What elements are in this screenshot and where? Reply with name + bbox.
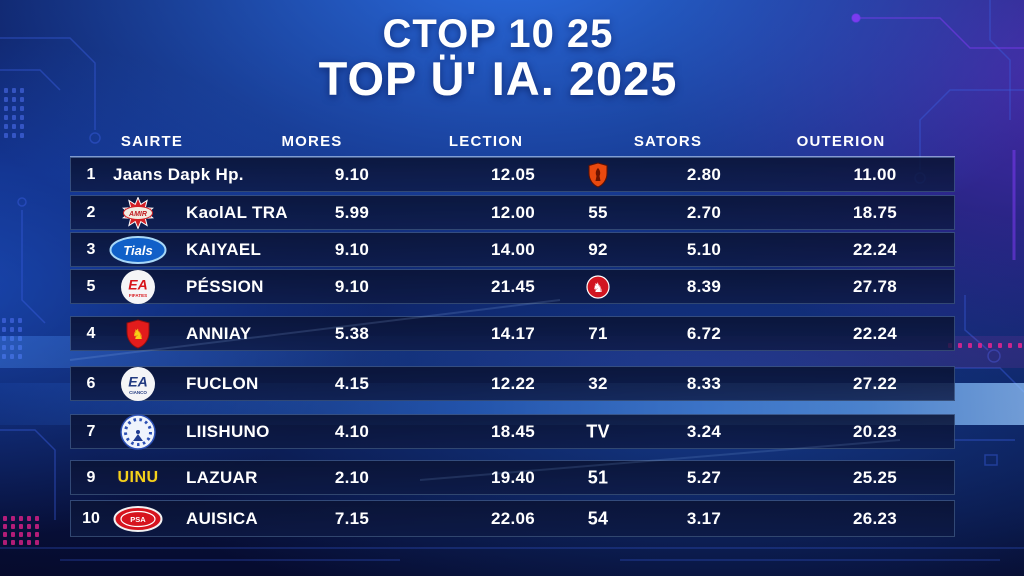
mores-value: 9.10 [334,276,370,296]
table-row: 7 LIISHUNO 4.10 18.45 3.24 20.23 TV [70,413,955,450]
team-name: LIISHUNO [186,421,270,441]
rank-label: 10 [82,509,100,527]
team-name: PÉSSION [186,276,264,296]
mid-value: 32 [588,373,608,393]
column-header-lection: LECTION [448,133,524,150]
team-name: AUISICA [186,508,258,528]
mores-value: 4.10 [334,421,370,441]
sators-value: 5.27 [686,467,722,487]
title-line-2: TOP Ü' IA. 2025 [318,51,678,105]
svg-text:FIFATES: FIFATES [129,293,147,298]
ea-navy-circle-icon: EA CIANCO [120,366,156,402]
mores-value: 9.10 [334,239,370,259]
rank-label: 1 [86,165,96,183]
lection-value: 14.17 [490,323,536,343]
page-title: CTOP 10 25 TOP Ü' IA. 2025 [0,14,1010,103]
mid-value: TV [586,421,610,441]
lection-value: 18.45 [490,421,536,441]
sators-value: 3.17 [686,508,722,528]
red-shield-crest-icon [588,161,608,188]
team-name: KaolAL TRA [186,202,288,222]
mores-value: 5.99 [334,202,370,222]
outerion-value: 18.75 [852,202,898,222]
team-name: ANNIAY [186,323,252,343]
svg-text:EA: EA [128,276,147,292]
table-row: 4 ♞ ANNIAY 5.38 14.17 6.72 22.24 71 [70,316,955,351]
mores-value: 9.10 [334,164,370,184]
table-row: 10 PSA AUISICA 7.15 22.06 3.17 26.23 54 [70,500,955,537]
lection-value: 12.22 [490,373,536,393]
rank-label: 4 [86,324,96,342]
lection-value: 19.40 [490,467,536,487]
outerion-value: 26.23 [852,508,898,528]
lection-value: 12.00 [490,202,536,222]
sators-value: 2.80 [686,164,722,184]
team-name: Jaans Dapk Hp. [113,164,244,184]
outerion-value: 22.24 [852,239,898,259]
outerion-value: 27.22 [852,373,898,393]
mid-value: 54 [587,508,609,528]
rank-label: 5 [86,277,96,295]
lection-value: 14.00 [490,239,536,259]
outerion-value: 11.00 [853,164,897,184]
title-line-1: CTOP 10 25 [382,12,614,56]
table-row: 9 UINU LAZUAR 2.10 19.40 5.27 25.25 51 [70,460,955,495]
column-header-mores: MORES [281,133,343,150]
team-name: FUCLON [186,373,259,393]
mid-value: 55 [588,202,608,222]
mores-value: 7.15 [334,508,370,528]
column-header-outerion: OUTERION [796,133,886,150]
svg-text:EA: EA [128,373,147,389]
sators-value: 5.10 [686,239,722,259]
sators-value: 3.24 [686,421,722,441]
svg-text:CIANCO: CIANCO [129,390,147,395]
svg-text:♞: ♞ [592,281,604,296]
red-circle-lion-icon: ♞ [586,274,610,299]
blue-oval-badge-icon: Tials [109,235,167,264]
outerion-value: 27.78 [852,276,898,296]
table-row: 6 EA CIANCO FUCLON 4.15 12.22 8.33 27.22 32 [70,366,955,401]
lection-value: 12.05 [490,164,536,184]
outerion-value: 25.25 [852,467,898,487]
column-header-sators: SATORS [633,133,703,150]
red-oval-badge-icon: PSA [113,505,163,532]
sators-value: 8.33 [686,373,722,393]
gauge-crest-icon [120,413,156,450]
rank-label: 6 [86,374,96,392]
rank-label: 9 [86,468,96,486]
column-header-sairte: SAIRTE [120,133,184,150]
sators-value: 2.70 [686,202,722,222]
rank-label: 3 [86,240,96,258]
yellow-wordmark-icon: UINU [117,468,159,486]
table-row: 2 AMIR KaolAL TRA 5.99 12.00 2.70 18.75 55 [70,195,955,230]
leaderboard-table: SAIRTE MORES LECTION SATORS OUTERION 1 Jaans … [70,128,955,540]
rank-label: 2 [86,203,96,221]
lection-value: 21.45 [490,276,536,296]
ea-red-circle-icon: EA FIFATES [120,269,156,305]
sators-value: 6.72 [686,323,722,343]
outerion-value: 22.24 [852,323,898,343]
mores-value: 2.10 [334,467,370,487]
red-star-badge-icon: AMIR [111,196,165,229]
mid-value: 71 [588,323,608,343]
outerion-value: 20.23 [852,421,898,441]
rank-label: 7 [86,422,96,440]
table-row: 5 EA FIFATES PÉSSION 9.10 21.45 8.39 27.78 ♞ [70,269,955,304]
mid-value: 51 [587,467,609,487]
table-header-row: SAIRTE MORES LECTION SATORS OUTERION [70,128,955,158]
mores-value: 5.38 [334,323,370,343]
red-shield-horse-icon: ♞ [126,318,150,349]
sators-value: 8.39 [686,276,722,296]
svg-text:♞: ♞ [132,327,145,343]
svg-text:AMIR: AMIR [128,210,147,217]
svg-text:PSA: PSA [130,515,146,524]
svg-text:Tials: Tials [123,243,152,258]
mid-value: 92 [588,239,608,259]
team-name: KAIYAEL [186,239,262,259]
team-name: LAZUAR [186,467,258,487]
table-row: 1 Jaans Dapk Hp. 9.10 12.05 2.80 11.00 [70,157,955,192]
table-row: 3 Tials KAIYAEL 9.10 14.00 5.10 22.24 92 [70,232,955,267]
lection-value: 22.06 [490,508,536,528]
mores-value: 4.15 [334,373,370,393]
